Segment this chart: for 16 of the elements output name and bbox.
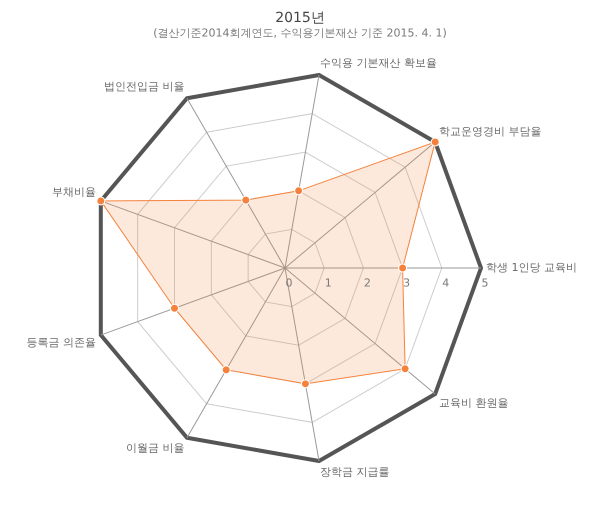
- y-tick-label: 3: [403, 276, 410, 290]
- spoke-label: 장학금 지급률: [320, 465, 390, 478]
- y-tick-label: 5: [482, 276, 489, 290]
- spoke-label: 학생 1인당 교육비: [486, 260, 578, 274]
- y-tick-label: 1: [324, 276, 332, 290]
- spoke-label: 학교운영경비 부담율: [438, 125, 542, 138]
- spoke-label: 등록금 의존율: [26, 336, 96, 350]
- chart-title: 2015년: [275, 10, 325, 26]
- spoke-label: 이월금 비율: [126, 442, 184, 455]
- y-tick-label: 4: [442, 276, 450, 290]
- spoke-label: 부채비율: [52, 186, 96, 199]
- y-tick-label: 2: [364, 276, 371, 290]
- spoke-label: 법인전입금 비율: [104, 80, 184, 94]
- chart-subtitle: (결산기준2014회계연도, 수익용기본재산 기준 2015. 4. 1): [153, 26, 447, 40]
- spoke-label: 수익용 기본재산 확보율: [320, 56, 437, 70]
- spoke-label: 교육비 환원율: [438, 396, 508, 410]
